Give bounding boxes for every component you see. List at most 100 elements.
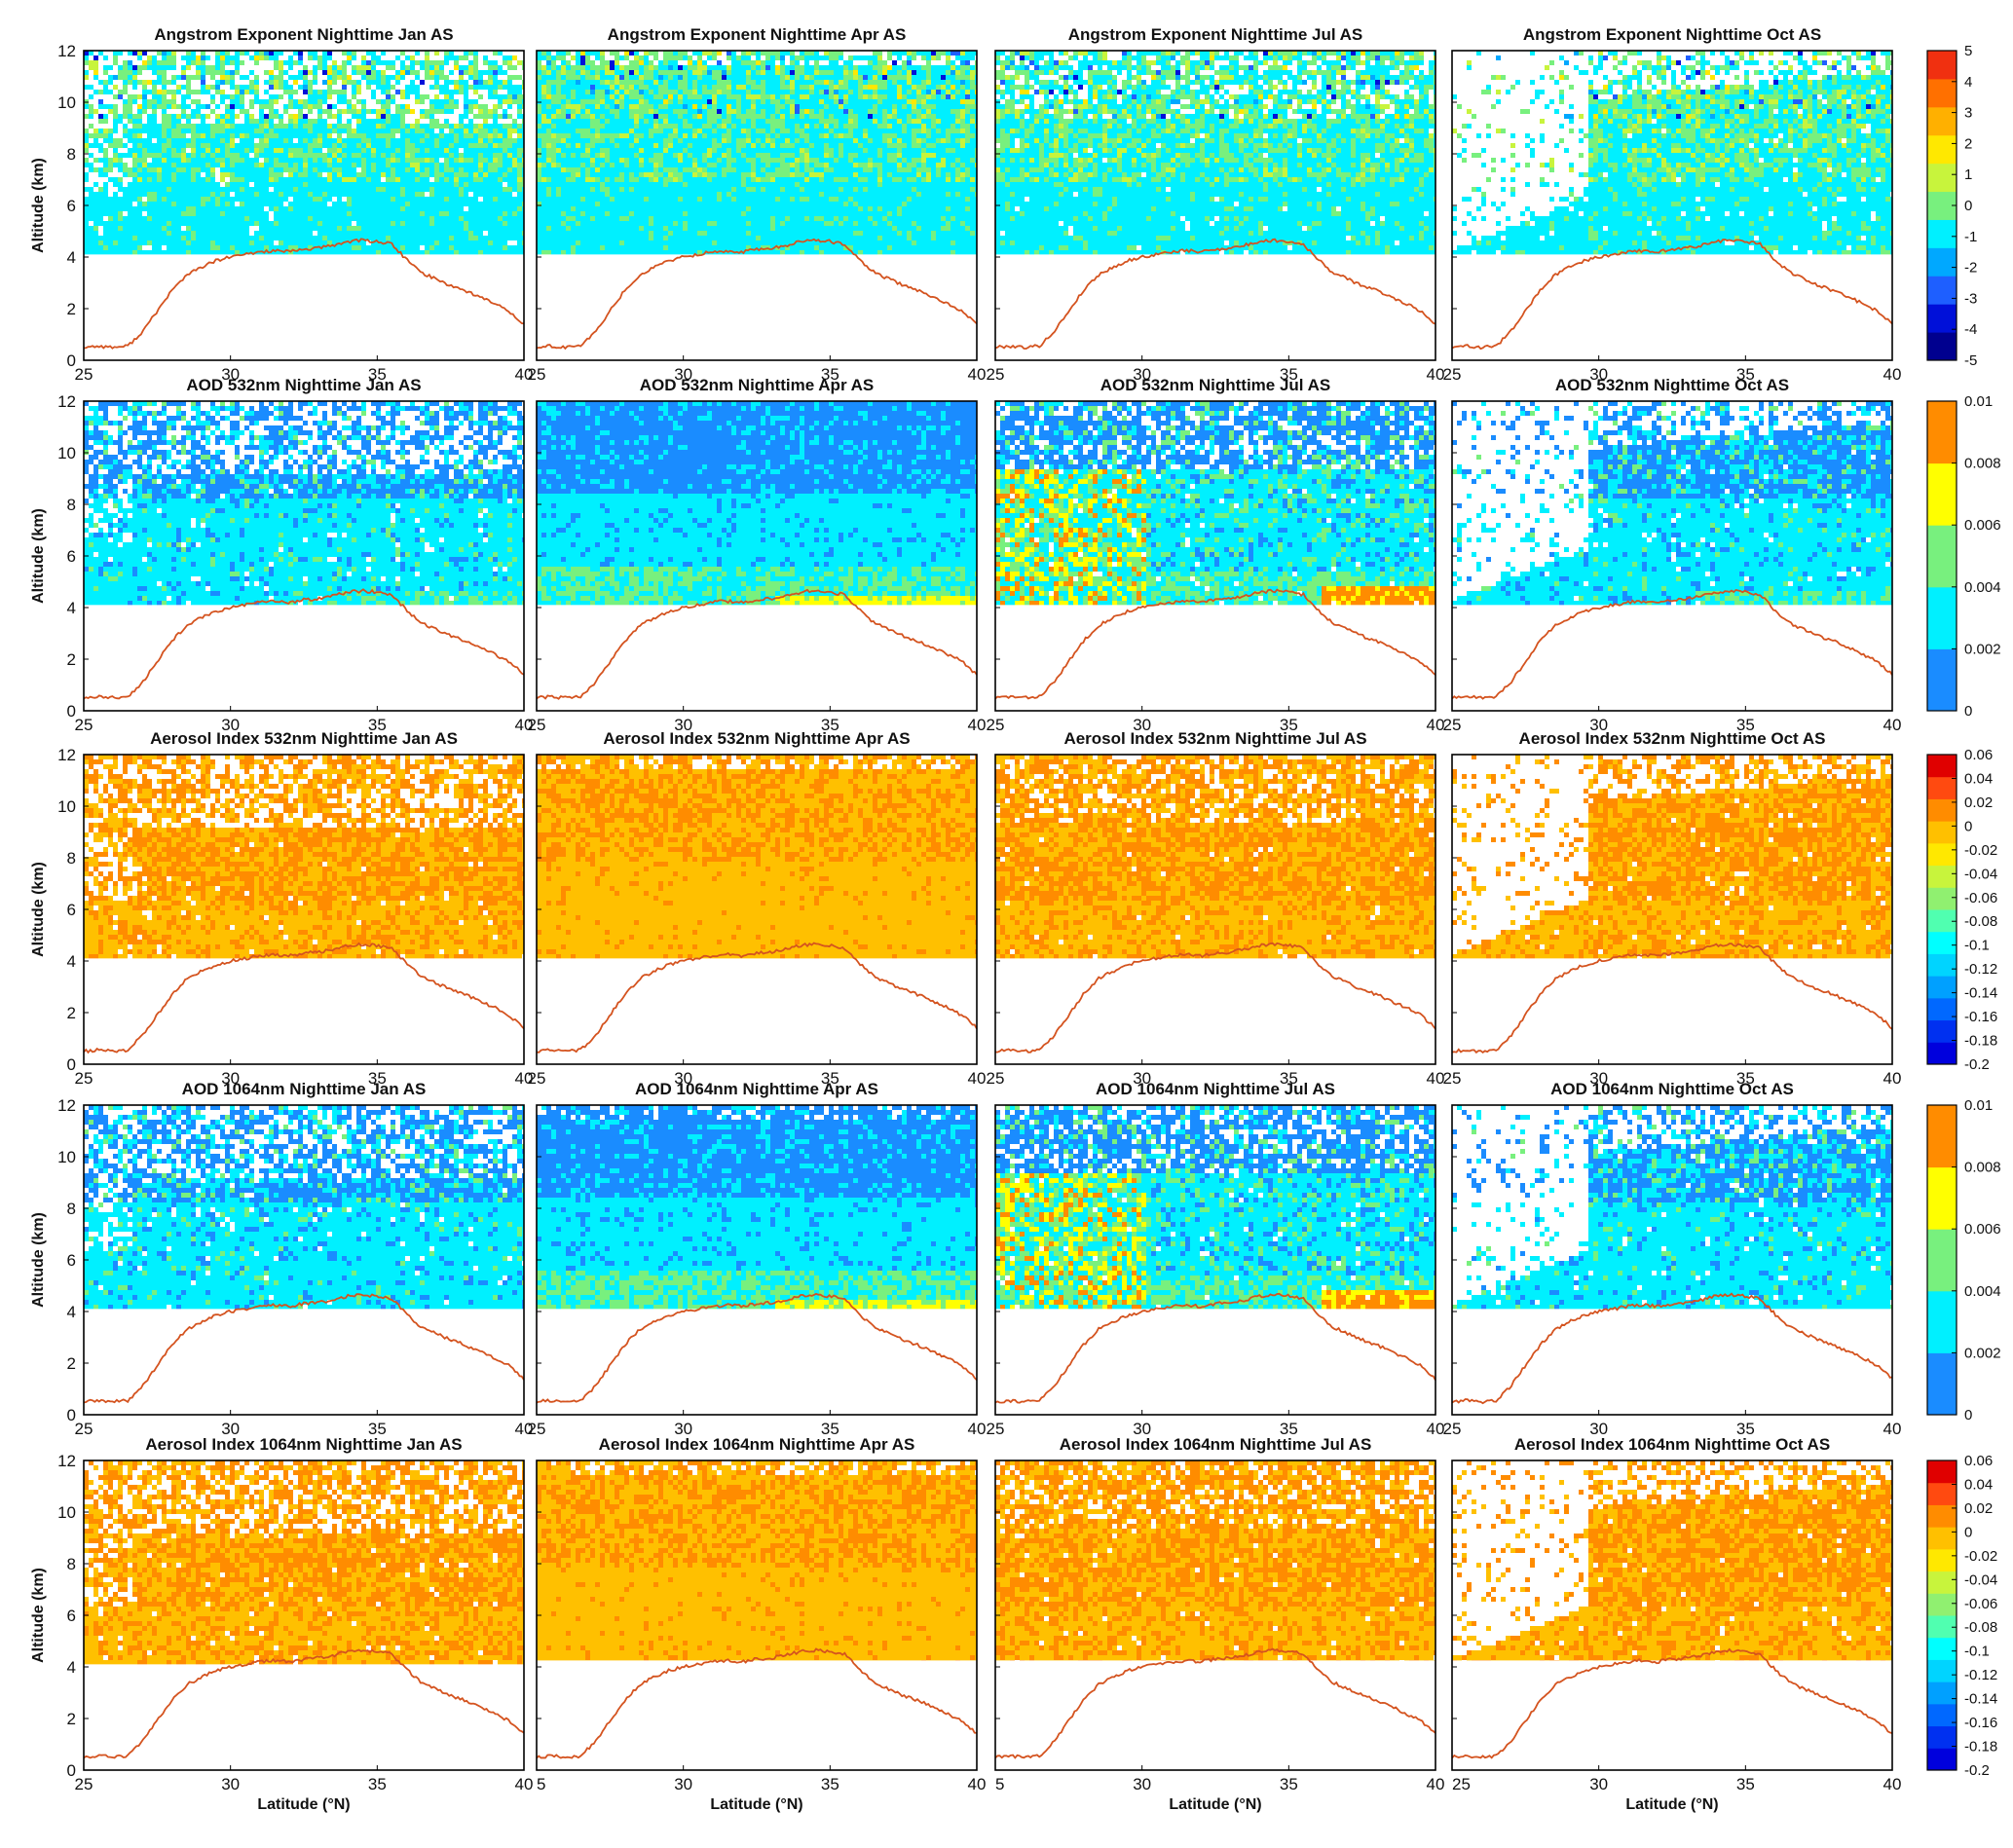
colorbar-swatch xyxy=(1927,1020,1957,1043)
colorbar-tick-label: -0.16 xyxy=(1964,1715,1997,1731)
y-tick-label: 10 xyxy=(57,797,76,816)
heatmap-cells xyxy=(1452,51,1895,254)
panel-title: Angstrom Exponent Nighttime Apr AS xyxy=(608,25,907,44)
terrain-line xyxy=(537,590,977,699)
colorbar-swatch xyxy=(1927,79,1957,107)
x-tick-label: 40 xyxy=(1883,365,1902,384)
colorbar-swatch xyxy=(1927,247,1957,276)
colorbar-swatch xyxy=(1927,1704,1957,1726)
x-tick-label: 25 xyxy=(1443,365,1462,384)
colorbar-5: 0.060.040.020-0.02-0.04-0.06-0.08-0.1-0.… xyxy=(1927,1453,1997,1779)
colorbar-swatch xyxy=(1927,1615,1957,1638)
colorbar-tick-label: 1 xyxy=(1964,166,1972,183)
y-tick-label: 4 xyxy=(67,952,76,971)
colorbar-swatch xyxy=(1927,932,1957,954)
colorbar-swatch xyxy=(1927,1527,1957,1549)
x-tick-label: 25 xyxy=(987,365,1005,384)
heatmap-cells xyxy=(84,51,527,254)
x-tick-label: 25 xyxy=(1443,1420,1462,1438)
colorbar-swatch xyxy=(1927,1042,1957,1064)
colorbar-swatch xyxy=(1927,276,1957,304)
terrain-line xyxy=(84,239,524,348)
y-tick-label: 8 xyxy=(67,849,76,868)
heatmap-cells xyxy=(537,1460,980,1660)
panel-title: AOD 1064nm Nighttime Jul AS xyxy=(1096,1080,1335,1098)
x-tick-label: 25 xyxy=(75,365,93,384)
x-tick-label: 25 xyxy=(1452,1775,1471,1793)
panel-title: Aerosol Index 1064nm Nighttime Jan AS xyxy=(145,1435,462,1454)
colorbar-tick-label: 0.06 xyxy=(1964,1453,1993,1469)
terrain-line xyxy=(537,943,977,1053)
colorbar-swatch xyxy=(1927,1483,1957,1505)
colorbar-3: 0.060.040.020-0.02-0.04-0.06-0.08-0.1-0.… xyxy=(1927,747,1997,1073)
y-tick-label: 6 xyxy=(67,1607,76,1625)
x-tick-label: 40 xyxy=(968,1069,987,1088)
x-axis-label: Latitude (°N) xyxy=(710,1796,802,1813)
colorbar-swatch xyxy=(1927,1593,1957,1615)
colorbar-tick-label: 0 xyxy=(1964,1524,1972,1540)
colorbar-swatch xyxy=(1927,135,1957,164)
terrain-line xyxy=(537,1294,977,1403)
colorbar-tick-label: -0.1 xyxy=(1964,938,1990,954)
panel-title: Angstrom Exponent Nighttime Jul AS xyxy=(1068,25,1363,44)
colorbar-swatch xyxy=(1927,648,1957,711)
y-axis-label: Altitude (km) xyxy=(30,508,47,604)
y-axis-label: Altitude (km) xyxy=(30,862,47,957)
colorbar-swatch xyxy=(1927,777,1957,799)
colorbar-tick-label: 2 xyxy=(1964,135,1972,152)
heatmap-cells xyxy=(1452,1460,1895,1660)
x-tick-label: 40 xyxy=(1427,1775,1445,1793)
panel-5-2: Aerosol Index 1064nm Nighttime Apr AS5 30… xyxy=(537,1435,986,1793)
colorbar-swatch xyxy=(1927,587,1957,649)
colorbar-swatch xyxy=(1927,953,1957,976)
colorbar-swatch xyxy=(1927,866,1957,888)
colorbar-tick-label: 0.06 xyxy=(1964,747,1993,763)
panel-title: Aerosol Index 1064nm Nighttime Oct AS xyxy=(1514,1435,1830,1454)
terrain-line xyxy=(537,1649,977,1758)
colorbar-tick-label: -0.08 xyxy=(1964,1619,1997,1636)
x-tick-label: 35 xyxy=(1280,1775,1298,1793)
x-tick-label: 35 xyxy=(1736,1775,1755,1793)
y-tick-label: 12 xyxy=(57,392,76,411)
panel-title: Aerosol Index 532nm Nighttime Jan AS xyxy=(150,729,458,748)
panel-5-1: Aerosol Index 1064nm Nighttime Jan AS024… xyxy=(57,1435,533,1793)
terrain-line xyxy=(1452,943,1892,1053)
y-axis-label: Altitude (km) xyxy=(30,1568,47,1663)
panel-title: AOD 532nm Nighttime Jul AS xyxy=(1100,376,1330,394)
panel-title: AOD 1064nm Nighttime Apr AS xyxy=(635,1080,878,1098)
y-tick-label: 8 xyxy=(67,1555,76,1573)
terrain-line xyxy=(84,943,524,1053)
x-tick-label: 25 xyxy=(1443,1069,1462,1088)
x-tick-label: 25 xyxy=(75,1420,93,1438)
x-tick-label: 40 xyxy=(968,716,987,734)
x-tick-label: 40 xyxy=(1883,1420,1902,1438)
colorbar-swatch xyxy=(1927,51,1957,79)
colorbar-swatch xyxy=(1927,332,1957,360)
colorbar-swatch xyxy=(1927,909,1957,932)
heatmap-cells xyxy=(84,401,527,605)
y-tick-label: 6 xyxy=(67,197,76,215)
colorbar-tick-label: -0.04 xyxy=(1964,866,1997,882)
colorbar-tick-label: 0.006 xyxy=(1964,1221,2001,1238)
colorbar-swatch xyxy=(1927,1352,1957,1415)
y-tick-label: 12 xyxy=(57,746,76,764)
colorbar-tick-label: 0.02 xyxy=(1964,1500,1993,1517)
colorbar-swatch xyxy=(1927,976,1957,998)
colorbar-tick-label: -0.14 xyxy=(1964,985,1997,1002)
y-tick-label: 6 xyxy=(67,1251,76,1270)
panel-title: AOD 1064nm Nighttime Jan AS xyxy=(182,1080,427,1098)
panel-3-1: Aerosol Index 532nm Nighttime Jan AS0246… xyxy=(57,729,533,1088)
colorbar-tick-label: 0.002 xyxy=(1964,641,2001,657)
panel-5-4: Aerosol Index 1064nm Nighttime Oct AS 25 3… xyxy=(1452,1435,1901,1793)
y-tick-label: 2 xyxy=(67,1004,76,1022)
x-axis-label: Latitude (°N) xyxy=(257,1796,350,1813)
x-tick-label: 25 xyxy=(528,716,546,734)
